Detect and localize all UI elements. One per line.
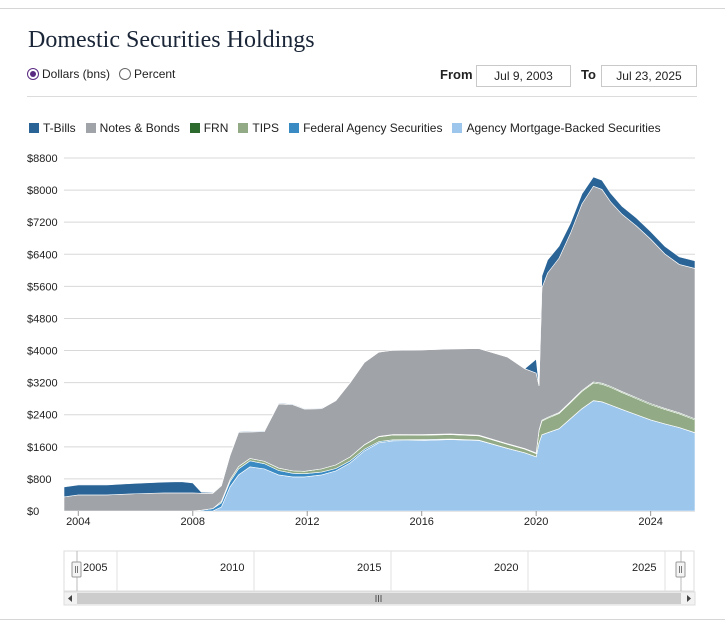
navigator-year-label: 2025 (632, 562, 656, 574)
y-tick-label: $8800 (27, 153, 58, 165)
x-tick-label: 2024 (638, 516, 662, 528)
x-tick-label: 2008 (181, 516, 205, 528)
y-tick-label: $6400 (27, 249, 58, 261)
navigator-year-label: 2005 (83, 562, 107, 574)
x-tick-label: 2016 (409, 516, 433, 528)
from-date-input[interactable]: Jul 9, 2003 (476, 65, 571, 87)
legend: T-Bills Notes & Bonds FRN TIPS Federal A… (29, 121, 671, 135)
range-navigator[interactable]: 2005 2010 2015 2020 2025 (63, 550, 696, 606)
to-date-input[interactable]: Jul 23, 2025 (601, 65, 697, 87)
y-tick-label: $1600 (27, 442, 58, 454)
y-tick-label: $800 (27, 474, 51, 486)
legend-swatch-tips (238, 123, 249, 133)
scroll-right-arrow-icon[interactable] (687, 595, 691, 602)
y-tick-label: $0 (27, 506, 39, 518)
to-label: To (581, 67, 596, 82)
legend-item-notes-bonds[interactable]: Notes & Bonds (85, 121, 180, 135)
x-tick-label: 2020 (524, 516, 548, 528)
area-t-bills[interactable] (63, 176, 696, 498)
y-tick-label: $3200 (27, 378, 58, 390)
y-tick-label: $2400 (27, 410, 58, 422)
legend-swatch-t-bills (29, 123, 39, 133)
page-title: Domestic Securities Holdings (28, 27, 315, 53)
navigator-year-label: 2020 (494, 562, 518, 574)
navigator-frame[interactable] (63, 550, 695, 592)
from-label: From (440, 67, 473, 82)
legend-label-tips[interactable]: TIPS (252, 121, 280, 135)
y-tick-label: $8000 (27, 185, 58, 197)
navigator-right-handle[interactable] (675, 561, 686, 578)
y-tick-label: $5600 (27, 281, 58, 293)
units-radio-group: Dollars (bns) Percent (27, 67, 184, 81)
legend-item-tips[interactable]: TIPS (238, 121, 279, 135)
legend-item-federal-agency[interactable]: Federal Agency Securities (289, 121, 442, 135)
dollars-radio-option[interactable]: Dollars (bns) (27, 67, 110, 81)
x-axis: 2004 2008 2012 2016 2020 2024 (66, 511, 663, 528)
y-tick-label: $7200 (27, 217, 58, 229)
area-series (63, 176, 696, 512)
legend-swatch-notes-bonds (85, 123, 96, 133)
legend-swatch-frn (189, 123, 200, 133)
dollars-radio-label[interactable]: Dollars (bns) (42, 67, 111, 81)
legend-label-agency-mbs[interactable]: Agency Mortgage-Backed Securities (466, 121, 661, 135)
bottom-rule (0, 619, 725, 620)
percent-radio-option[interactable]: Percent (119, 67, 175, 81)
legend-swatch-agency-mbs (452, 123, 463, 133)
x-tick-label: 2012 (295, 516, 319, 528)
navigator-year-label: 2010 (220, 562, 244, 574)
x-tick-label: 2004 (66, 516, 90, 528)
legend-item-frn[interactable]: FRN (189, 121, 229, 135)
y-axis: $0 $800 $1600 $2400 $3200 $4000 $4800 $5600 $640… (27, 153, 58, 518)
legend-label-federal-agency[interactable]: Federal Agency Securities (303, 121, 443, 135)
legend-swatch-federal-agency (289, 123, 300, 133)
percent-radio[interactable] (119, 68, 132, 80)
legend-label-t-bills[interactable]: T-Bills (43, 121, 76, 135)
percent-radio-label[interactable]: Percent (134, 67, 176, 81)
navigator-year-label: 2015 (357, 562, 381, 574)
y-tick-label: $4000 (27, 346, 58, 358)
legend-item-t-bills[interactable]: T-Bills (29, 121, 76, 135)
top-rule (0, 8, 725, 9)
navigator-left-handle[interactable] (71, 561, 82, 578)
legend-label-notes-bonds[interactable]: Notes & Bonds (99, 121, 180, 135)
legend-item-agency-mbs[interactable]: Agency Mortgage-Backed Securities (452, 121, 661, 135)
legend-label-frn[interactable]: FRN (203, 121, 229, 135)
header-divider (27, 96, 697, 97)
dollars-radio[interactable] (27, 68, 39, 80)
scroll-left-arrow-icon[interactable] (68, 595, 72, 602)
y-tick-label: $4800 (27, 313, 58, 325)
